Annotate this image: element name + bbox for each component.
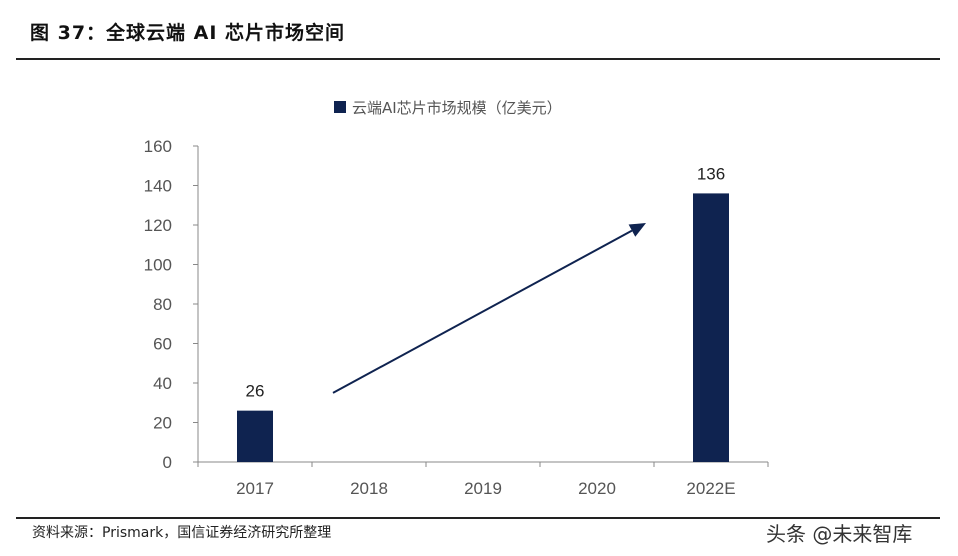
legend-label: 云端AI芯片市场规模（亿美元） xyxy=(352,99,562,117)
x-tick-label: 2020 xyxy=(578,479,616,498)
figure-title: 图 37：全球云端 AI 芯片市场空间 xyxy=(30,22,346,44)
watermark: 头条 @未来智库 xyxy=(766,522,913,546)
data-label-2017: 26 xyxy=(246,382,265,401)
y-tick-label: 100 xyxy=(144,256,172,275)
bars xyxy=(237,193,729,462)
data-label-2022E: 136 xyxy=(697,164,725,183)
y-tick-label: 40 xyxy=(153,374,172,393)
bar-2017 xyxy=(237,410,273,462)
x-tick-label: 2017 xyxy=(236,479,274,498)
x-tick-label: 2018 xyxy=(350,479,388,498)
source-note: 资料来源：Prismark，国信证券经济研究所整理 xyxy=(32,525,332,541)
y-axis: 0 20 40 60 80 100 120 140 160 xyxy=(144,137,199,472)
x-tick-label: 2019 xyxy=(464,479,502,498)
y-tick-label: 140 xyxy=(144,177,172,196)
y-tick-label: 20 xyxy=(153,414,172,433)
bar-2022E xyxy=(693,193,729,462)
legend-swatch xyxy=(334,101,346,113)
y-tick-label: 0 xyxy=(163,453,172,472)
trend-annotation xyxy=(332,223,646,394)
trend-arrow-line xyxy=(332,229,633,394)
chart-legend: 云端AI芯片市场规模（亿美元） xyxy=(334,99,562,117)
data-labels: 26 136 xyxy=(246,164,726,400)
y-tick-label: 80 xyxy=(153,295,172,314)
y-tick-label: 60 xyxy=(153,335,172,354)
x-tick-label: 2022E xyxy=(686,479,735,498)
trend-arrow-head xyxy=(628,223,646,237)
y-tick-label: 160 xyxy=(144,137,172,156)
y-tick-label: 120 xyxy=(144,216,172,235)
bottom-rule xyxy=(16,517,940,519)
top-rule xyxy=(16,58,940,60)
x-axis: 2017 2018 2019 2020 2022E xyxy=(197,461,769,498)
